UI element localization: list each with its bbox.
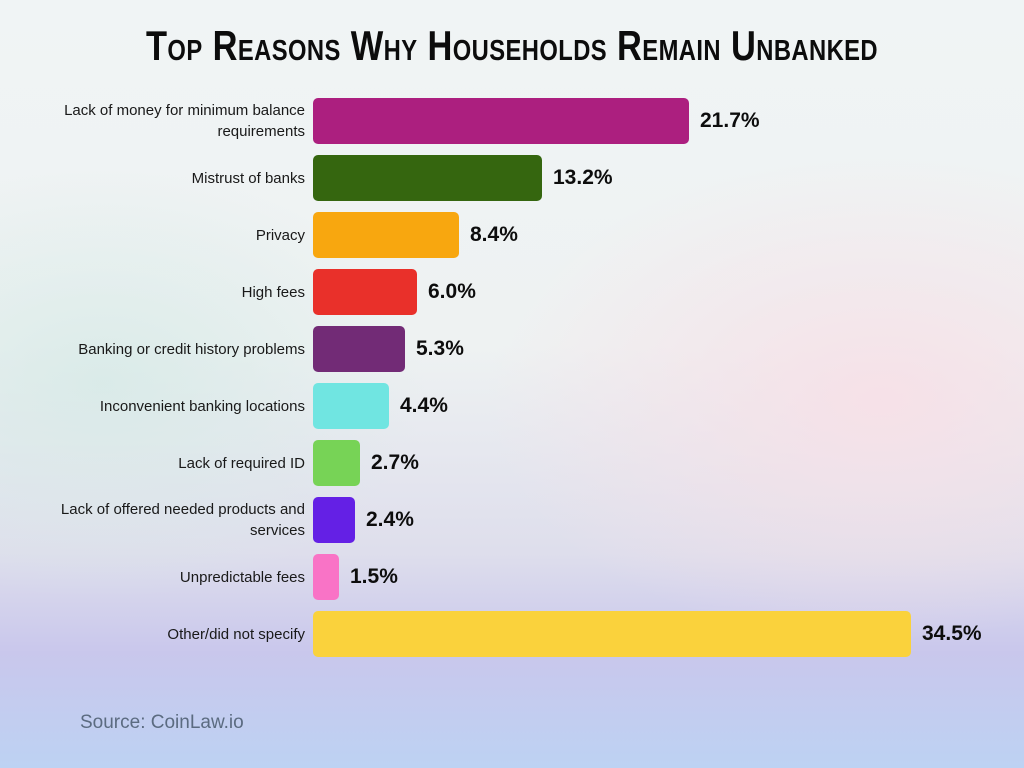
bar-value: 5.3% (416, 337, 464, 360)
bar-row: Lack of money for minimum balance requir… (38, 98, 1024, 144)
bar-label: Lack of money for minimum balance requir… (64, 102, 305, 140)
bar-row: Lack of required ID 2.7% (38, 440, 1024, 486)
bar-label: Inconvenient banking locations (99, 397, 305, 415)
bar-track: 8.4% (313, 212, 1024, 258)
bar (313, 497, 355, 543)
bar (313, 155, 542, 201)
bar-chart: Lack of money for minimum balance requir… (0, 98, 1024, 657)
bar-value: 34.5% (922, 622, 982, 645)
bar-row: High fees 6.0% (38, 269, 1024, 315)
bar (313, 269, 417, 315)
bar (313, 554, 339, 600)
bar-track: 21.7% (313, 98, 1024, 144)
bar-label: Unpredictable fees (179, 568, 305, 586)
bar-value: 4.4% (400, 394, 448, 417)
bar-label: Banking or credit history problems (78, 340, 305, 358)
bar (313, 326, 405, 372)
bar-rows: Lack of money for minimum balance requir… (38, 98, 1024, 657)
bar (313, 98, 689, 144)
bar-track: 4.4% (313, 383, 1024, 429)
bar-value: 13.2% (553, 166, 613, 189)
source-credit: Source: CoinLaw.io (80, 712, 244, 733)
bar-row: Lack of offered needed products and serv… (38, 497, 1024, 543)
bar-row: Unpredictable fees 1.5% (38, 554, 1024, 600)
chart-title: Top Reasons Why Households Remain Unbank… (145, 22, 879, 69)
bar (313, 440, 360, 486)
bar-row: Banking or credit history problems 5.3% (38, 326, 1024, 372)
bar-track: 6.0% (313, 269, 1024, 315)
bar (313, 383, 389, 429)
bar-value: 6.0% (428, 280, 476, 303)
bar-track: 34.5% (313, 611, 1024, 657)
bar-row: Other/did not specify 34.5% (38, 611, 1024, 657)
bar-value: 2.7% (371, 451, 419, 474)
bar-label: Privacy (255, 226, 305, 244)
bar-value: 1.5% (350, 565, 398, 588)
bar-track: 1.5% (313, 554, 1024, 600)
bar-track: 13.2% (313, 155, 1024, 201)
bar-label: Mistrust of banks (191, 169, 305, 187)
bar-row: Mistrust of banks 13.2% (38, 155, 1024, 201)
bar-label: Other/did not specify (167, 625, 305, 643)
bar-track: 5.3% (313, 326, 1024, 372)
bar-track: 2.7% (313, 440, 1024, 486)
bar-value: 2.4% (366, 508, 414, 531)
bar-label: Lack of required ID (178, 454, 305, 472)
bar (313, 611, 911, 657)
bar-row: Privacy 8.4% (38, 212, 1024, 258)
bar (313, 212, 459, 258)
bar-label: High fees (241, 283, 305, 301)
bar-row: Inconvenient banking locations 4.4% (38, 383, 1024, 429)
bar-label: Lack of offered needed products and serv… (60, 501, 305, 539)
bar-value: 21.7% (700, 109, 760, 132)
bar-track: 2.4% (313, 497, 1024, 543)
bar-value: 8.4% (470, 223, 518, 246)
